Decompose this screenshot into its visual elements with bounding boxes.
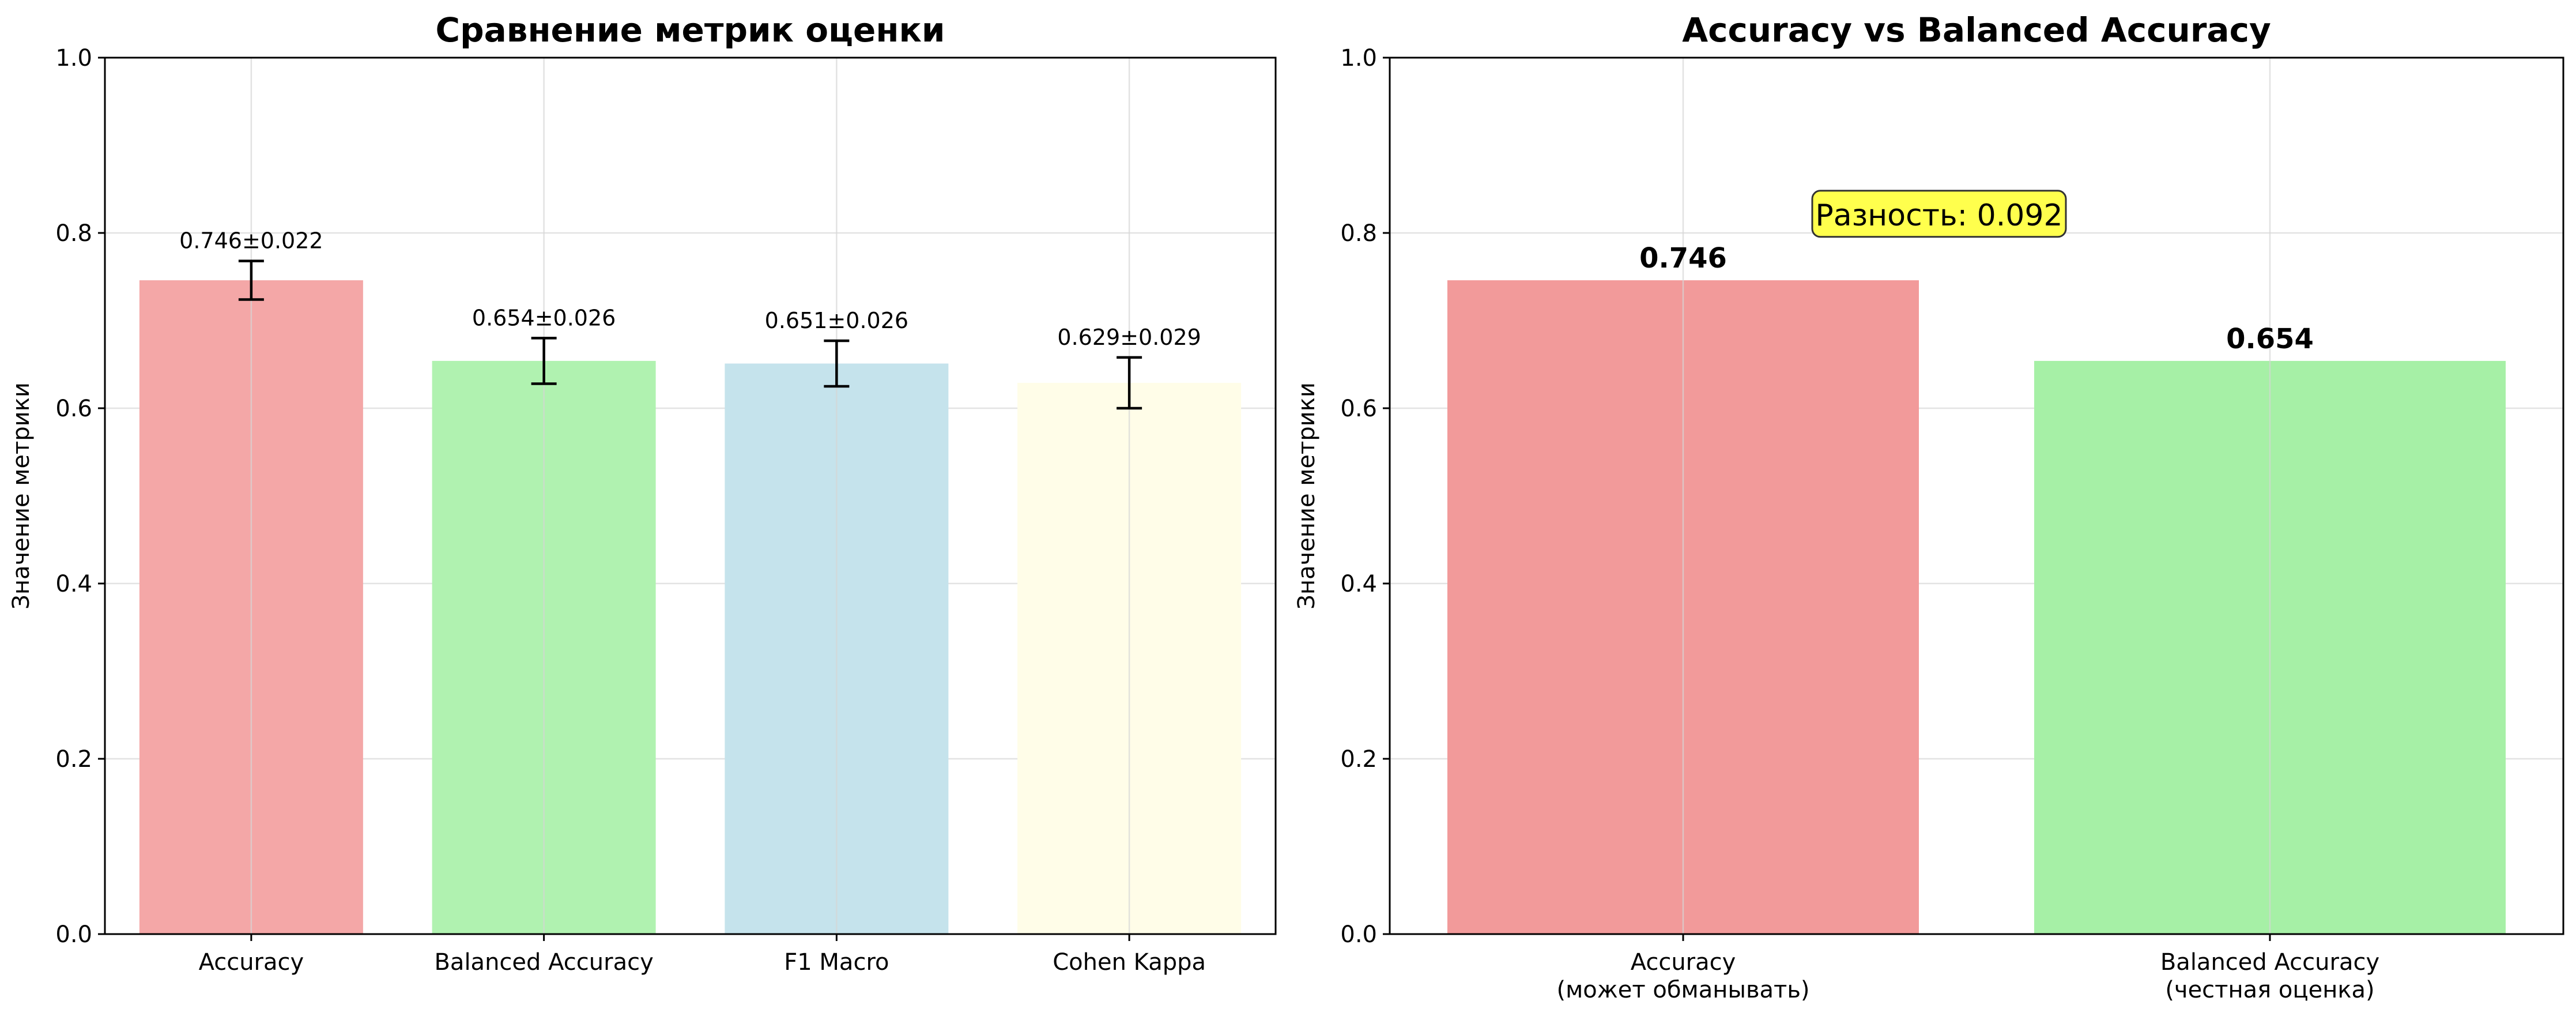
chart-title: Accuracy vs Balanced Accuracy [1682, 10, 2271, 50]
y-tick-label: 0.8 [1340, 220, 1377, 247]
annotation-text: Разность: 0.092 [1815, 198, 2062, 233]
y-tick-label: 0.0 [55, 921, 92, 948]
x-tick-label: Accuracy [199, 949, 304, 976]
y-tick-label: 0.6 [1340, 396, 1377, 422]
y-axis-label: Значение метрики [1293, 382, 1320, 609]
y-tick-label: 1.0 [55, 45, 92, 71]
data-label-0: 0.746±0.022 [179, 228, 323, 254]
axes-frame [1389, 57, 2564, 935]
x-tick-label: Cohen Kappa [1053, 949, 1206, 976]
data-label-2: 0.651±0.026 [765, 308, 908, 333]
y-tick-label: 0.2 [55, 746, 92, 773]
chart-accuracy-vs-balanced: 0.0 0.2 0.4 0.6 0.8 1.0 Accuracy(может обманыв… [1293, 10, 2564, 1003]
data-label-1: 0.654 [2226, 323, 2314, 355]
chart-metrics-comparison: 0.0 0.2 0.4 0.6 0.8 1.0 Accuracy Balanced Accur… [8, 10, 1277, 976]
y-tick-label: 0.4 [1340, 571, 1377, 597]
x-tick-label: Balanced Accuracy [434, 949, 653, 976]
y-axis-label: Значение метрики [8, 382, 35, 609]
y-tick-label: 0.6 [55, 396, 92, 422]
y-tick-label: 1.0 [1340, 45, 1377, 71]
x-tick-label: (может обманывать) [1556, 977, 1809, 1003]
data-label-3: 0.629±0.029 [1057, 325, 1201, 350]
y-tick-label: 0.8 [55, 220, 92, 247]
y-tick-label: 0.0 [1340, 921, 1377, 948]
x-tick-label: F1 Macro [784, 949, 889, 976]
x-tick-label: Balanced Accuracy [2160, 949, 2379, 976]
x-tick-label: Accuracy [1631, 949, 1736, 976]
axes-frame [104, 57, 1277, 935]
y-tick-label: 0.2 [1340, 746, 1377, 773]
x-tick-label: (честная оценка) [2165, 977, 2374, 1003]
data-label-0: 0.746 [1639, 242, 1727, 274]
chart-title: Сравнение метрик оценки [436, 10, 945, 50]
y-tick-label: 0.4 [55, 571, 92, 597]
annotation-box [1811, 190, 2067, 238]
data-label-1: 0.654±0.026 [472, 305, 616, 330]
